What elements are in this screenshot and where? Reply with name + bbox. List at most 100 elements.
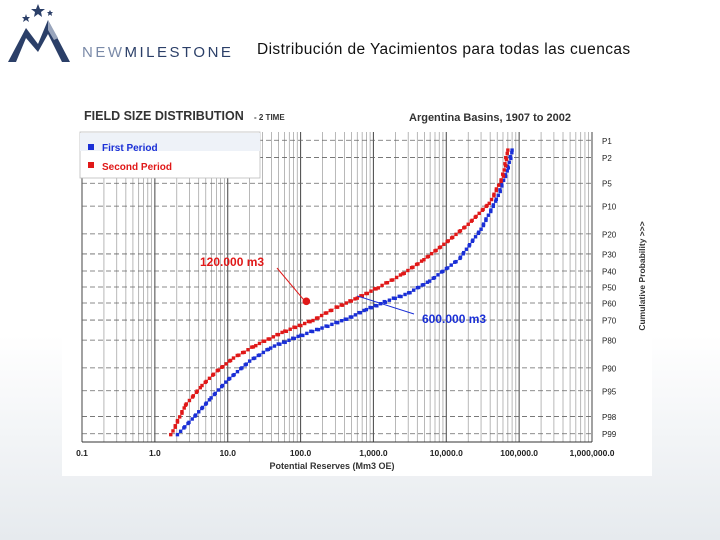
data-point	[311, 318, 315, 323]
data-point	[303, 321, 307, 326]
data-point	[314, 327, 319, 332]
data-point	[492, 192, 496, 196]
data-point	[246, 348, 250, 352]
data-point	[261, 350, 266, 355]
data-point	[375, 304, 379, 308]
data-point	[171, 429, 175, 433]
data-point	[247, 359, 252, 363]
data-point	[254, 343, 258, 348]
data-point	[195, 389, 199, 393]
data-point	[406, 268, 410, 273]
y-tick-label: P60	[602, 299, 617, 308]
data-point	[224, 380, 228, 384]
annotation-marker-second	[302, 297, 311, 306]
data-point	[175, 418, 180, 423]
data-point	[194, 413, 198, 417]
y-tick-label: P95	[602, 387, 617, 396]
data-point	[385, 280, 390, 285]
data-point	[252, 356, 257, 360]
data-point	[481, 222, 486, 226]
brand-prefix: NEW	[82, 44, 125, 61]
data-point	[501, 174, 506, 178]
data-point	[489, 197, 494, 202]
data-point	[454, 232, 458, 237]
data-point	[329, 308, 334, 313]
annotation-leader-second	[276, 267, 304, 300]
chart-grid	[81, 132, 593, 442]
data-point	[497, 183, 501, 187]
data-point	[504, 155, 508, 160]
data-point	[178, 429, 183, 433]
data-point	[319, 313, 324, 318]
data-point	[427, 279, 432, 283]
data-point	[477, 230, 481, 234]
data-point	[309, 329, 313, 334]
data-point	[284, 329, 289, 334]
data-point	[471, 238, 475, 242]
slide-header: NEWMILESTONE Distribución de Yacimientos…	[0, 0, 720, 80]
data-point	[387, 298, 392, 302]
data-point	[200, 383, 204, 388]
data-point	[292, 336, 297, 341]
data-point	[251, 345, 256, 349]
chart-annotations: 120.000 m3 600.000 m3	[200, 255, 486, 326]
data-point	[500, 172, 505, 176]
data-point	[334, 320, 338, 325]
series-line	[177, 150, 513, 435]
data-point	[335, 305, 340, 309]
data-point	[426, 254, 431, 259]
x-tick-label: 100.0	[290, 448, 312, 458]
y-tick-label: P70	[602, 317, 617, 326]
data-point	[213, 391, 217, 396]
data-point	[442, 242, 446, 247]
legend: First Period Second Period	[79, 131, 261, 179]
data-point	[242, 350, 246, 354]
data-point	[467, 243, 472, 247]
data-point	[432, 275, 437, 280]
x-axis-label: Potential Reserves (Mm3 OE)	[269, 461, 394, 471]
data-point	[271, 335, 276, 339]
data-point	[479, 227, 483, 231]
data-point	[266, 347, 271, 352]
data-point	[305, 331, 309, 336]
y-axis-label: Cumulative Probability >>>	[637, 221, 647, 330]
data-point	[380, 283, 384, 288]
data-point	[487, 201, 491, 206]
data-point	[257, 341, 262, 346]
data-point	[200, 405, 205, 410]
legend-second-label: Second Period	[102, 162, 172, 173]
data-point	[402, 271, 406, 275]
x-tick-label: 0.1	[76, 448, 88, 458]
data-point	[502, 168, 506, 172]
data-point	[501, 178, 506, 183]
annotation-leader-first	[357, 295, 415, 315]
data-point	[411, 288, 416, 292]
data-point	[204, 379, 208, 384]
data-point	[232, 372, 236, 377]
brand-main: MILESTONE	[124, 44, 234, 61]
data-point	[489, 208, 493, 212]
data-point	[504, 157, 509, 162]
data-point	[316, 316, 320, 320]
data-point	[470, 218, 474, 223]
data-point	[228, 358, 233, 363]
data-point	[458, 255, 463, 259]
data-point	[228, 376, 232, 381]
data-point	[293, 325, 298, 330]
legend-first-label: First Period	[102, 143, 158, 154]
data-point	[231, 356, 236, 360]
x-tick-label: 10,000.0	[430, 448, 463, 458]
chart-title: FIELD SIZE DISTRIBUTION	[84, 109, 244, 123]
data-point	[422, 258, 426, 262]
data-point	[411, 265, 415, 269]
data-point	[244, 362, 249, 366]
data-point	[336, 320, 340, 325]
chart-svg: P1 P2 P5 P10 P20 P30 P40 P50 P60 P70 P80 P90 P95 P98 P…	[76, 109, 647, 471]
data-point	[340, 303, 345, 307]
data-point	[224, 362, 228, 366]
data-point	[506, 148, 510, 152]
data-point	[280, 330, 284, 335]
data-point	[316, 327, 321, 332]
data-point	[178, 415, 182, 419]
data-point	[308, 319, 312, 324]
